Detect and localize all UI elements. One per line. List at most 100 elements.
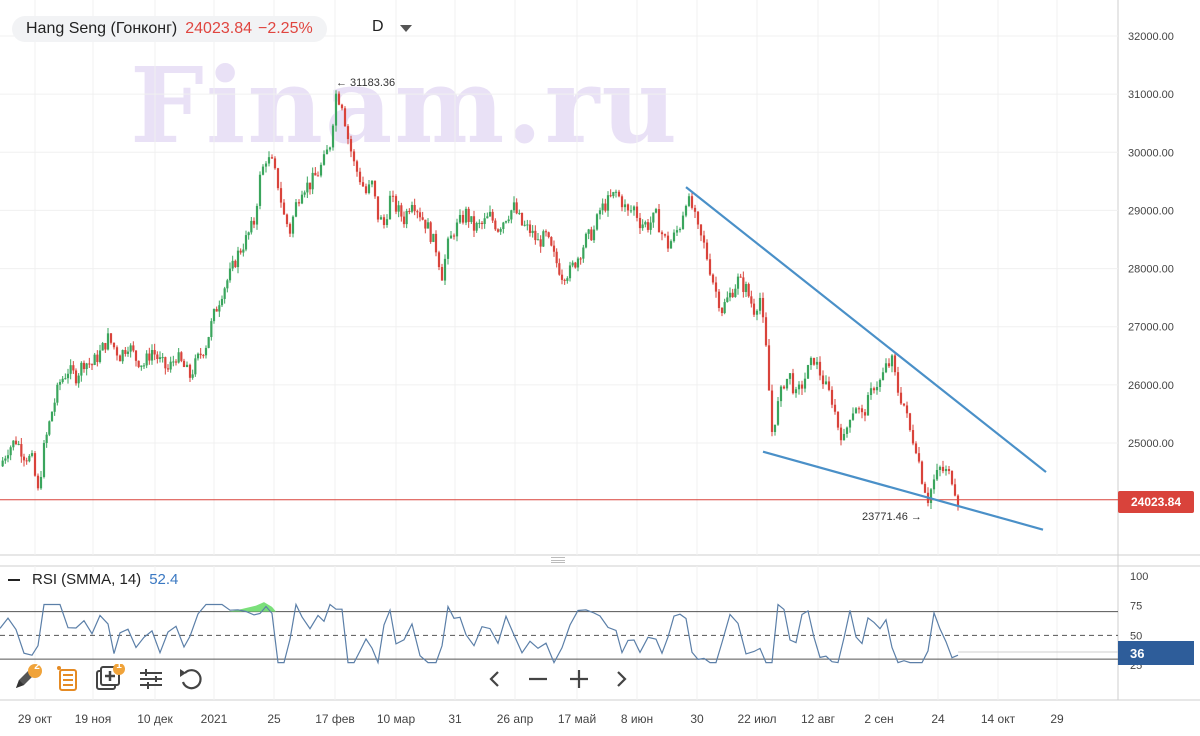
candle-body	[137, 360, 140, 367]
candle-body	[528, 224, 532, 233]
candle-body	[660, 232, 664, 235]
candle-body	[714, 282, 718, 292]
candle-body	[863, 412, 867, 416]
candle-body	[644, 222, 647, 225]
chevron-down-icon[interactable]	[400, 25, 412, 32]
candle-body	[39, 476, 43, 489]
draw-tool-button[interactable]: 2	[10, 661, 44, 694]
candle-body	[526, 224, 529, 226]
candle-body	[58, 382, 62, 385]
candle-body	[851, 413, 855, 420]
pane-resize-handle[interactable]	[551, 557, 565, 563]
candle-body	[601, 203, 604, 211]
candle-body	[118, 355, 122, 362]
candle-body	[690, 196, 694, 208]
candle-body	[582, 247, 585, 259]
candle-body	[687, 196, 691, 206]
zoom-out-button[interactable]	[524, 664, 552, 694]
candle-body	[507, 219, 510, 222]
candle-body	[424, 219, 427, 229]
candle-body	[890, 355, 894, 367]
candle-body	[328, 147, 332, 150]
candle-body	[458, 214, 462, 223]
x-tick-label: 10 дек	[137, 712, 173, 726]
candle-body	[723, 302, 726, 314]
candle-body	[794, 389, 798, 394]
candle-body	[202, 355, 205, 357]
x-tick-label: 30	[690, 712, 704, 726]
candle-body	[370, 180, 374, 185]
candle-body	[250, 220, 253, 233]
reset-button[interactable]	[176, 664, 206, 694]
candle-body	[273, 158, 277, 169]
settings-button[interactable]	[136, 664, 166, 694]
candle-body	[641, 224, 644, 229]
candle-body	[30, 453, 34, 456]
symbol-price: 24023.84	[185, 20, 252, 37]
candle-body	[124, 350, 127, 354]
candle-body	[96, 354, 99, 362]
candle-body	[499, 229, 502, 232]
add-indicator-button[interactable]: 1	[94, 660, 128, 694]
candle-body	[42, 443, 46, 477]
interval-selector[interactable]: D	[372, 18, 384, 35]
candle-body	[568, 265, 572, 279]
candle-body	[316, 175, 320, 177]
candle-body	[402, 216, 406, 225]
candle-body	[494, 220, 497, 230]
candle-body	[776, 401, 780, 425]
candle-body	[25, 460, 28, 462]
candle-body	[842, 433, 846, 441]
y-tick-label: 32000.00	[1128, 31, 1174, 43]
scroll-left-button[interactable]	[482, 664, 508, 694]
candle-body	[595, 214, 599, 230]
y-tick-label: 26000.00	[1128, 380, 1174, 392]
candle-body	[325, 149, 329, 155]
candle-body	[334, 93, 338, 126]
candle-body	[747, 284, 750, 297]
candle-body	[464, 208, 468, 223]
candle-body	[156, 354, 159, 359]
candle-body	[376, 196, 380, 220]
candle-body	[349, 139, 353, 152]
symbol-header[interactable]: Hang Seng (Гонконг) 24023.84 −2.25%	[12, 16, 327, 42]
candle-body	[531, 230, 534, 233]
candle-body	[90, 364, 94, 366]
candle-body	[340, 104, 344, 109]
candle-body	[196, 353, 200, 359]
candle-body	[80, 362, 83, 376]
candle-body	[145, 353, 148, 366]
candle-body	[893, 355, 897, 373]
candle-body	[929, 489, 933, 503]
last-price-label: 24023.84	[1118, 491, 1194, 513]
candle-body	[657, 209, 661, 233]
candle-body	[261, 166, 265, 175]
candle-body	[140, 365, 143, 367]
candle-body	[523, 224, 526, 226]
candle-body	[66, 373, 70, 379]
indicator-badge: 1	[116, 660, 122, 671]
y-tick-label: 31000.00	[1128, 89, 1174, 101]
candle-body	[228, 268, 232, 281]
zoom-in-button[interactable]	[565, 664, 593, 694]
rsi-legend[interactable]: RSI (SMMA, 14) 52.4	[8, 571, 178, 588]
scroll-right-button[interactable]	[608, 664, 634, 694]
candle-body	[815, 361, 819, 365]
candle-body	[218, 305, 221, 312]
candle-body	[504, 221, 508, 223]
candle-body	[544, 231, 548, 233]
candle-body	[717, 291, 721, 308]
candle-body	[744, 284, 748, 293]
candle-body	[352, 151, 356, 162]
candle-body	[17, 444, 20, 446]
candle-body	[150, 349, 154, 361]
candle-body	[247, 232, 250, 236]
candle-body	[93, 354, 96, 365]
x-tick-label: 2 сен	[864, 712, 893, 726]
x-tick-label: 24	[931, 712, 945, 726]
candle-body	[226, 280, 229, 289]
templates-button[interactable]	[54, 664, 84, 694]
candle-body	[153, 349, 156, 355]
candle-body	[33, 453, 37, 476]
